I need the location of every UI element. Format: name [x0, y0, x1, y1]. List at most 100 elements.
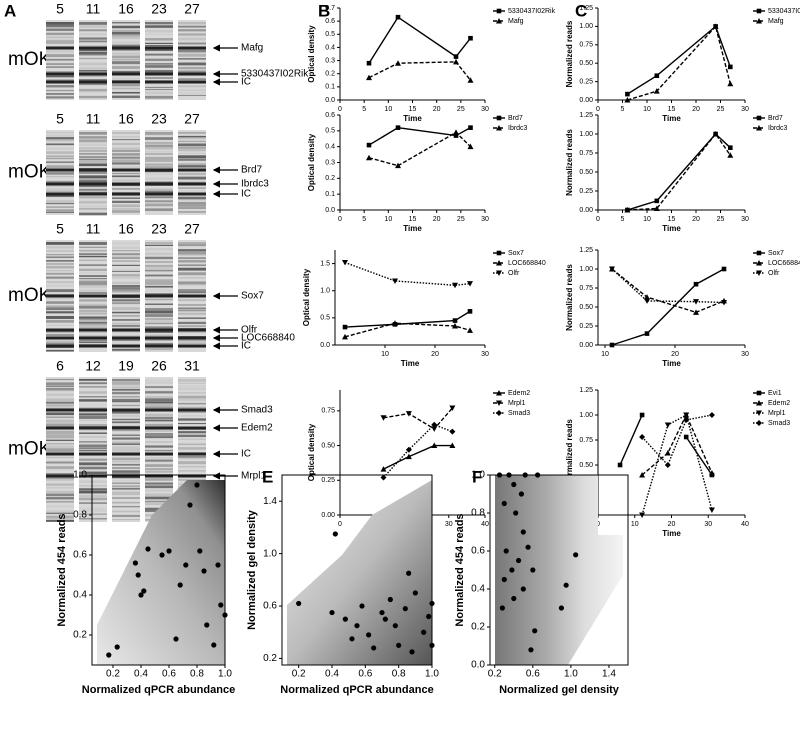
y-tick-label: 1.25: [579, 5, 593, 12]
gel-band: [145, 45, 173, 47]
gel-band: [112, 172, 140, 175]
gel-band: [112, 482, 140, 484]
x-tick-label: 5: [621, 216, 625, 223]
gel-band: [79, 90, 107, 93]
gel-band: [79, 158, 107, 161]
gel-band: [178, 204, 206, 207]
gel-band: [145, 58, 173, 61]
gel-band: [112, 284, 140, 288]
lane-label: 5: [56, 221, 64, 237]
y-tick-label: 0.0: [325, 207, 335, 214]
gel-band: [178, 140, 206, 143]
legend-label: LOC668840: [508, 260, 546, 267]
gel-band: [112, 136, 140, 138]
gel-band: [178, 272, 206, 276]
point: [664, 450, 671, 456]
legend-label: Edem2: [508, 390, 530, 397]
gel-band: [46, 305, 74, 308]
gel-band: [112, 49, 140, 51]
gel-band: [112, 29, 140, 32]
series-line: [627, 132, 731, 211]
point: [187, 502, 193, 508]
band-label: LOC668840: [241, 333, 295, 344]
gel-band: [178, 470, 206, 472]
gel-band: [46, 461, 74, 464]
lane-label: 19: [118, 358, 134, 374]
x-tick-label: 10: [643, 216, 651, 223]
panel-label: F: [472, 467, 482, 486]
gel-band: [46, 192, 74, 196]
y-tick-label: 1.00: [579, 266, 593, 273]
y-tick-label: 0.00: [321, 512, 335, 519]
y-tick-label: 0.25: [579, 78, 593, 85]
gel-band: [46, 385, 74, 388]
gel-band: [79, 268, 107, 272]
gel-band: [112, 336, 140, 340]
point: [402, 606, 408, 612]
gel-band: [178, 135, 206, 138]
gel-band: [145, 163, 173, 166]
gel-band: [178, 309, 206, 312]
point: [617, 462, 623, 468]
gel-band: [79, 513, 107, 515]
gel-band: [46, 276, 74, 279]
gel-band: [46, 36, 74, 39]
gel-band: [46, 450, 74, 452]
gel-band: [178, 402, 206, 405]
gel-band: [112, 411, 140, 414]
point: [159, 552, 165, 558]
gel-band: [112, 25, 140, 29]
gel-band: [79, 305, 107, 309]
gel-band: [178, 66, 206, 70]
gel-band: [145, 200, 173, 203]
point: [467, 309, 473, 314]
gel-band: [79, 391, 107, 394]
series-line: [641, 413, 713, 516]
x-axis-label: Time: [662, 529, 681, 538]
point: [412, 590, 418, 596]
x-tick-label: 30: [741, 216, 749, 223]
gel-band: [145, 166, 173, 169]
gel-band: [46, 289, 74, 293]
legend-marker: [756, 115, 762, 121]
gel-band: [46, 320, 74, 323]
plot-frame: [489, 474, 629, 666]
gel-band: [112, 493, 140, 495]
gel-band: [145, 270, 173, 272]
gel-band: [178, 344, 206, 348]
gel-band: [79, 188, 107, 191]
gel-band: [46, 50, 74, 53]
gel-band: [145, 318, 173, 321]
point: [563, 582, 569, 588]
gel-band: [79, 33, 107, 36]
gel-band: [79, 259, 107, 261]
gel-band: [79, 136, 107, 139]
point: [431, 426, 438, 432]
series-line: [627, 25, 731, 95]
point: [387, 596, 393, 603]
point: [452, 323, 458, 329]
gel-band: [145, 152, 173, 156]
point: [145, 546, 151, 552]
point: [395, 60, 401, 66]
point: [342, 259, 348, 266]
gel-band: [79, 312, 107, 315]
lane-label: 11: [86, 111, 101, 127]
plot-frame: [281, 474, 433, 666]
gel-band: [46, 328, 74, 332]
gel-band: [178, 155, 206, 159]
gel-band: [46, 242, 74, 245]
gel-band: [145, 77, 173, 79]
x-tick-label: 10: [643, 106, 651, 113]
gel-band: [79, 253, 107, 256]
gel-band: [145, 338, 173, 341]
gel-band: [46, 474, 74, 478]
y-tick-label: 1.0: [263, 548, 277, 559]
lane-label: 11: [86, 1, 101, 17]
gel-band: [79, 44, 107, 47]
point: [467, 281, 473, 287]
gel-band: [46, 443, 74, 445]
gel-band: [79, 72, 107, 76]
gel-band: [112, 162, 140, 165]
gel-band: [112, 188, 140, 190]
